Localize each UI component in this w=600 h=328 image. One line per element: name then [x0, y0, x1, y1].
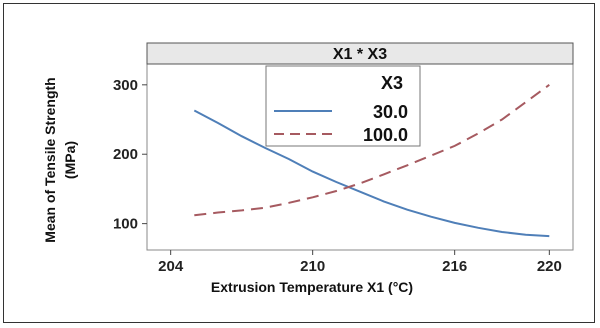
- y-tick-label: 300: [113, 77, 138, 94]
- series-lines: [193, 83, 550, 238]
- legend-label-30: 30.0: [373, 102, 408, 122]
- x-tick-label: 216: [442, 258, 467, 275]
- y-axis-title-line1: Mean of Tensile Strength: [42, 77, 58, 242]
- y-tick-label: 200: [113, 146, 138, 163]
- panel-title: X1 * X3: [333, 46, 387, 63]
- x-tick-label: 220: [537, 258, 562, 275]
- x-tick-label: 210: [300, 258, 325, 275]
- y-axis-title-line2: (MPa): [62, 141, 78, 179]
- panel-header: [146, 42, 574, 65]
- series-line-100.0: [194, 83, 550, 217]
- series-line-30.0: [193, 109, 550, 238]
- y-tick-label: 100: [113, 216, 138, 233]
- legend: X3 30.0 100.0: [265, 65, 421, 147]
- x-tick-label: 204: [158, 258, 184, 275]
- legend-label-100: 100.0: [363, 125, 408, 145]
- legend-box: [265, 65, 421, 147]
- axis-ticks: 204 210 216 220 100 200 300: [113, 77, 562, 275]
- x-axis-title: Extrusion Temperature X1 (°C): [211, 279, 413, 295]
- legend-title: X3: [381, 73, 403, 93]
